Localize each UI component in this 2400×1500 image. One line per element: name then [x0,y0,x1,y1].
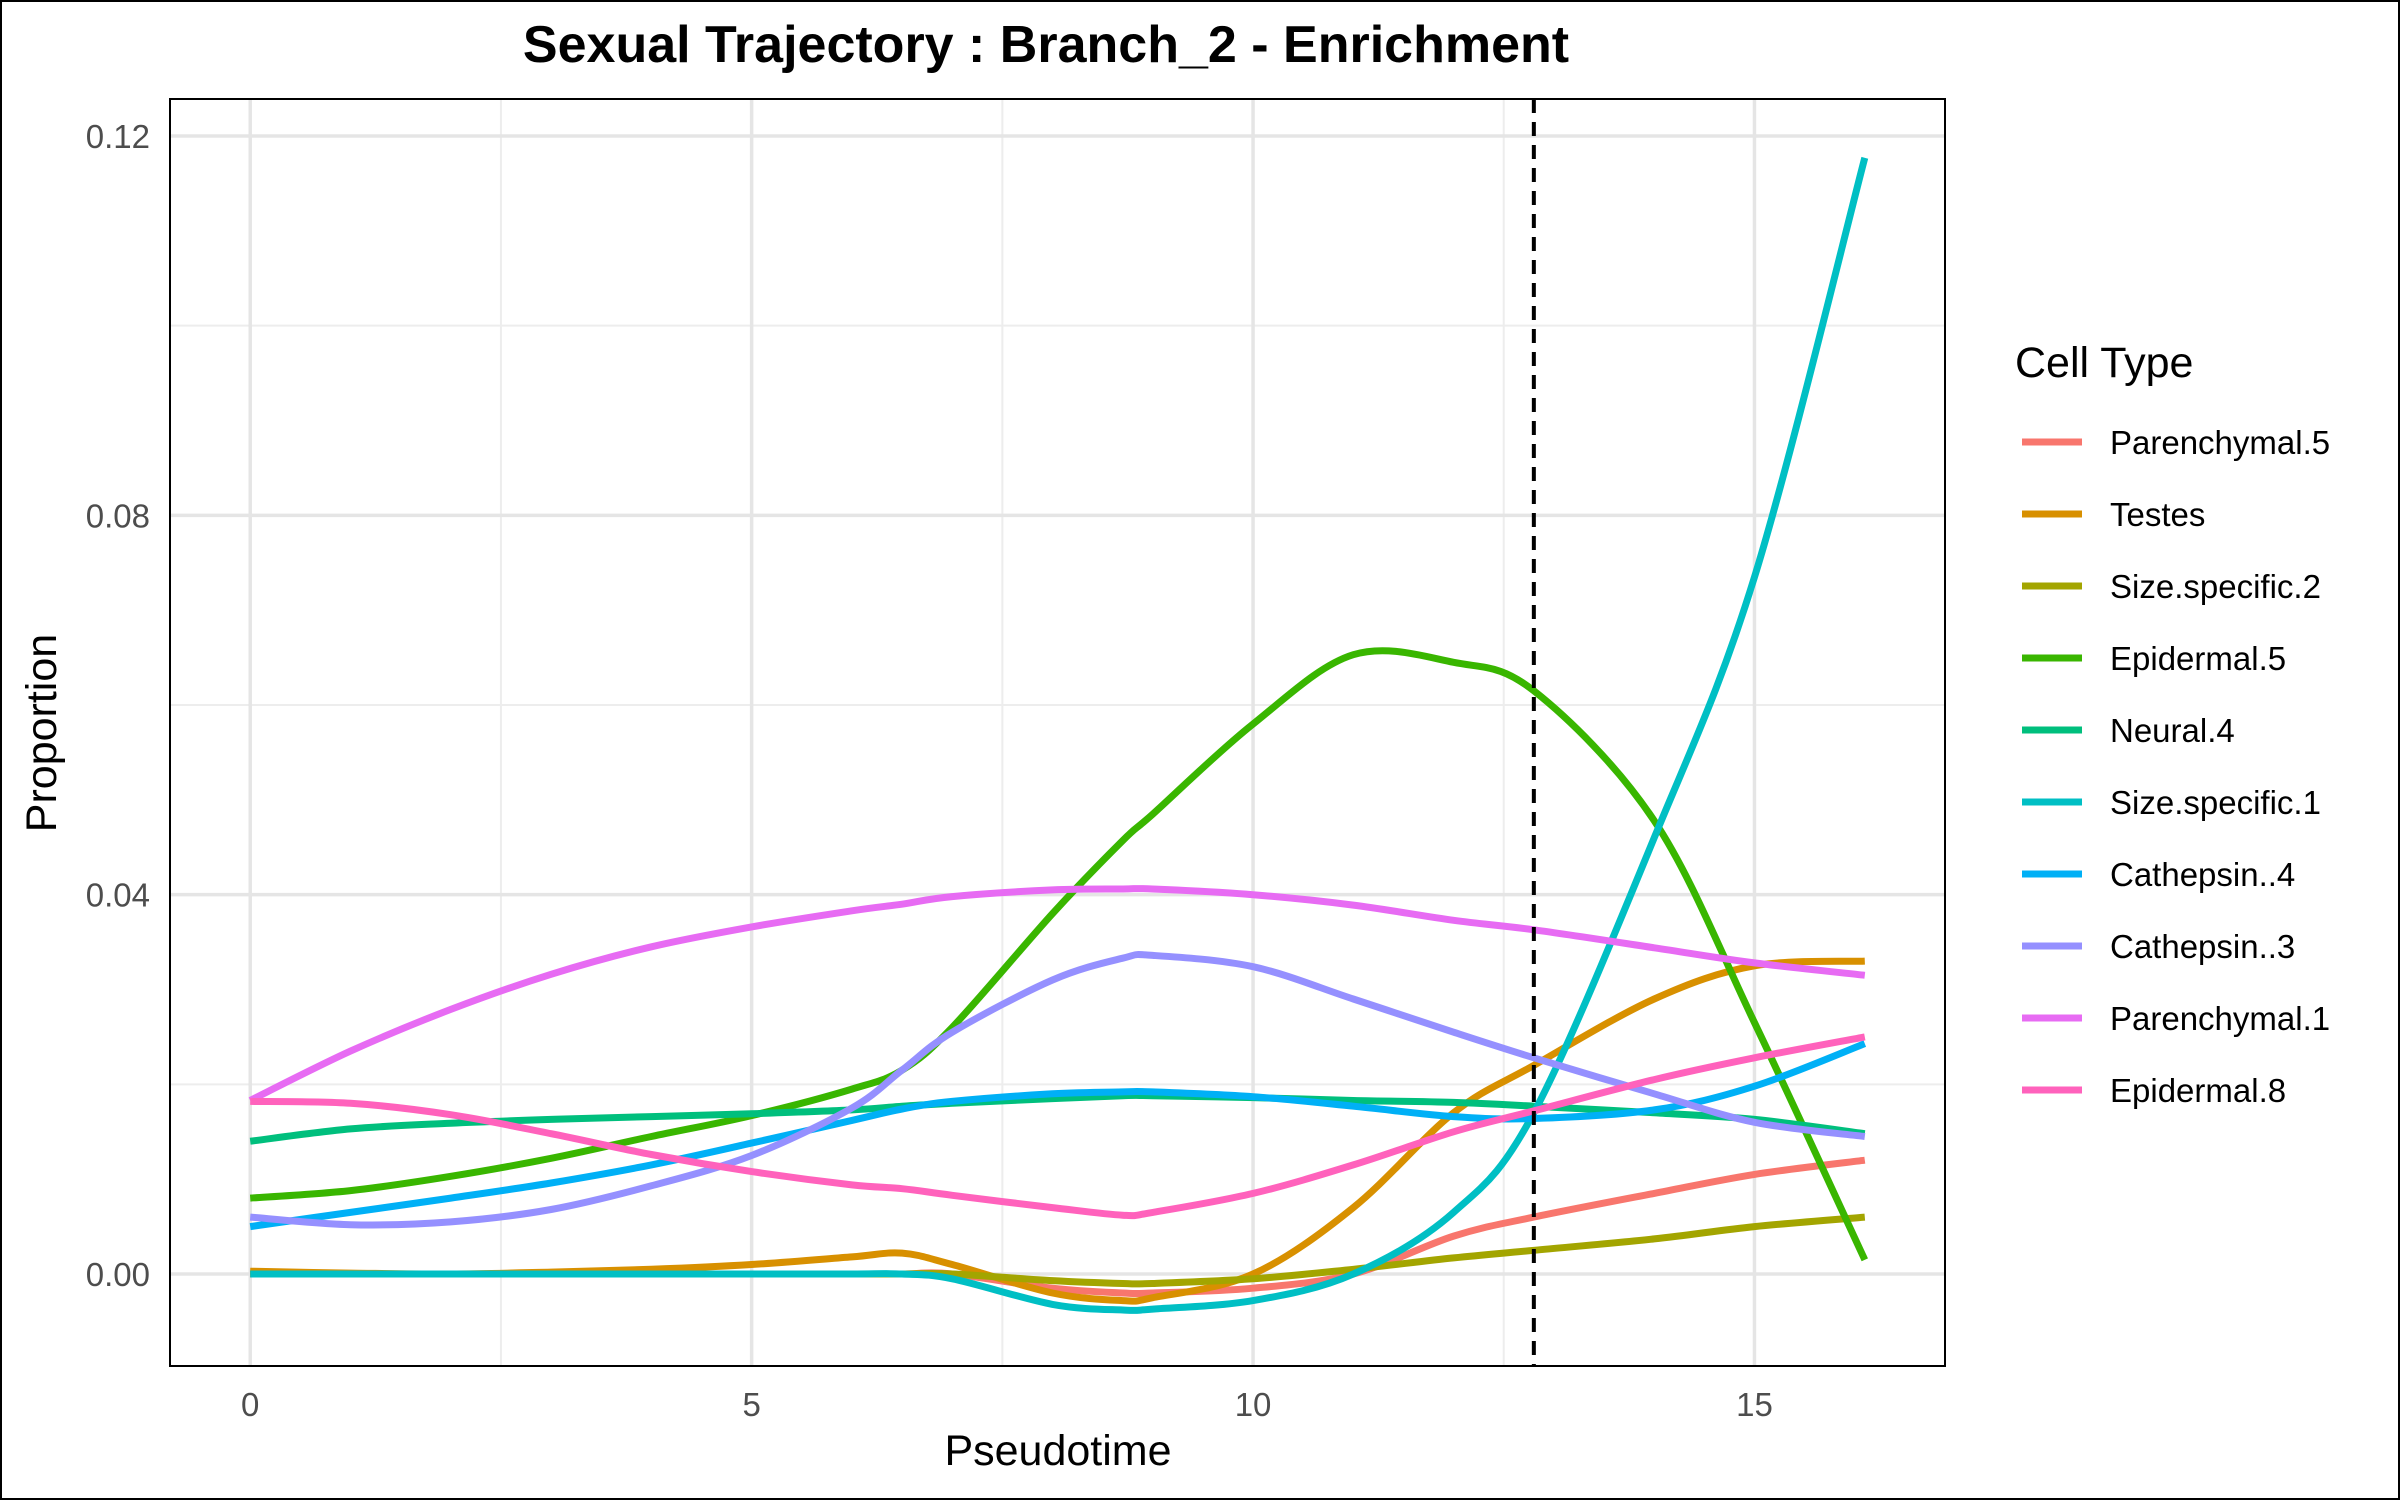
legend-label-parenchymal-5: Parenchymal.5 [2110,424,2330,461]
y-tick-label: 0.12 [86,118,150,155]
y-axis-title: Proportion [18,634,66,832]
y-tick-label: 0.00 [86,1256,150,1293]
y-tick-label: 0.04 [86,877,150,914]
legend-label-cathepsin-4: Cathepsin..4 [2110,856,2295,893]
chart-title: Sexual Trajectory : Branch_2 - Enrichmen… [523,16,1569,74]
x-tick-label: 5 [742,1386,760,1423]
legend-items: Parenchymal.5 Testes Size.specific.2 Epider… [2022,424,2330,1109]
legend-label-cathepsin-3: Cathepsin..3 [2110,928,2295,965]
series-lines [248,156,1869,1314]
series-line-cathepsin-3 [249,951,1866,1229]
plot-panel [170,99,1945,1366]
legend-label-epidermal-5: Epidermal.5 [2110,640,2286,677]
x-axis-ticks: 0 5 10 15 [241,1386,1773,1423]
x-tick-label: 10 [1235,1386,1272,1423]
legend-label-epidermal-8: Epidermal.8 [2110,1072,2286,1109]
x-tick-label: 0 [241,1386,259,1423]
legend-label-neural-4: Neural.4 [2110,712,2235,749]
x-tick-label: 15 [1736,1386,1773,1423]
series-line-parenchymal-1 [248,885,1866,1104]
y-tick-label: 0.08 [86,497,150,534]
legend-title: Cell Type [2015,339,2193,387]
series-line-epidermal-8 [250,1033,1866,1220]
y-axis-ticks: 0.00 0.04 0.08 0.12 [86,118,150,1293]
legend: Cell Type Parenchymal.5 Testes Size.specif… [2015,339,2330,1109]
plot-border [169,98,1946,1367]
legend-label-parenchymal-1: Parenchymal.1 [2110,1000,2330,1037]
series-line-cathepsin-4 [249,1040,1867,1231]
series-line-epidermal-5 [249,647,1868,1262]
legend-label-size-specific-1: Size.specific.1 [2110,784,2321,821]
legend-label-testes: Testes [2110,496,2205,533]
series-line-size-specific-1 [250,156,1869,1314]
legend-label-size-specific-2: Size.specific.2 [2110,568,2321,605]
x-axis-title: Pseudotime [944,1427,1171,1475]
